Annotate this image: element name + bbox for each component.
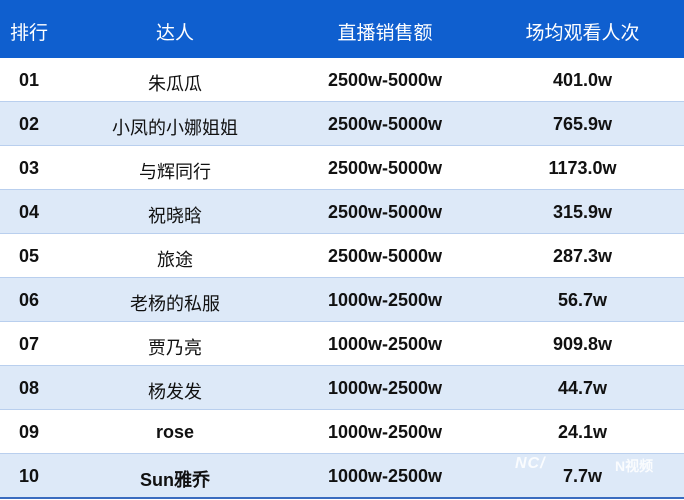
sales-cell: 1000w-2500w xyxy=(327,422,443,442)
name-cell: 朱瓜瓜 xyxy=(148,74,202,95)
table-row: 02 小凤的小娜姐姐 2500w-5000w 765.9w xyxy=(0,102,684,146)
views-cell: 56.7w xyxy=(557,290,608,310)
sales-cell: 2500w-5000w xyxy=(327,246,443,266)
views-cell: 1173.0w xyxy=(548,158,617,178)
sales-cell: 2500w-5000w xyxy=(327,114,443,134)
rank-cell: 06 xyxy=(19,290,40,310)
rank-cell: 07 xyxy=(19,334,40,354)
views-cell: 44.7w xyxy=(557,378,608,398)
rank-cell: 10 xyxy=(19,466,40,486)
rank-cell: 02 xyxy=(19,114,40,134)
table-row: 07 贾乃亮 1000w-2500w 909.8w xyxy=(0,322,684,366)
name-cell: 贾乃亮 xyxy=(148,338,202,359)
name-cell: Sun雅乔 xyxy=(140,470,210,490)
table-header: 排行 达人 直播销售额 场均观看人次 xyxy=(0,0,684,58)
table-row: 08 杨发发 1000w-2500w 44.7w xyxy=(0,366,684,410)
rank-cell: 01 xyxy=(19,70,40,90)
table-row: 03 与辉同行 2500w-5000w 1173.0w xyxy=(0,146,684,190)
header-name: 达人 xyxy=(155,23,194,44)
name-cell: 小凤的小娜姐姐 xyxy=(112,118,238,139)
table-row: 05 旅途 2500w-5000w 287.3w xyxy=(0,234,684,278)
table-row: 10 Sun雅乔 1000w-2500w 7.7w xyxy=(0,454,684,499)
views-cell: 24.1w xyxy=(557,422,608,442)
rank-cell: 03 xyxy=(19,158,40,178)
watermark-logo-2: N视频 xyxy=(615,458,654,474)
sales-cell: 1000w-2500w xyxy=(327,334,443,354)
views-cell: 7.7w xyxy=(562,466,603,486)
sales-cell: 2500w-5000w xyxy=(327,202,443,222)
table-row: 04 祝晓晗 2500w-5000w 315.9w xyxy=(0,190,684,234)
header-rank: 排行 xyxy=(10,23,49,44)
header-sales: 直播销售额 xyxy=(337,23,433,44)
views-cell: 909.8w xyxy=(552,334,613,354)
sales-cell: 1000w-2500w xyxy=(327,466,443,486)
sales-cell: 1000w-2500w xyxy=(327,378,443,398)
name-cell: rose xyxy=(155,422,195,442)
rank-cell: 08 xyxy=(19,378,40,398)
sales-cell: 2500w-5000w xyxy=(327,158,443,178)
sales-cell: 2500w-5000w xyxy=(327,70,443,90)
views-cell: 765.9w xyxy=(552,114,613,134)
table-row: 06 老杨的私服 1000w-2500w 56.7w xyxy=(0,278,684,322)
sales-cell: 1000w-2500w xyxy=(327,290,443,310)
table-row: 09 rose 1000w-2500w 24.1w xyxy=(0,410,684,454)
rank-cell: 05 xyxy=(19,246,40,266)
name-cell: 老杨的私服 xyxy=(130,294,220,315)
name-cell: 旅途 xyxy=(157,250,193,271)
views-cell: 315.9w xyxy=(552,202,613,222)
watermark-logo: NC/ xyxy=(515,455,546,472)
name-cell: 杨发发 xyxy=(148,382,202,403)
name-cell: 与辉同行 xyxy=(139,162,211,183)
views-cell: 287.3w xyxy=(552,246,613,266)
views-cell: 401.0w xyxy=(552,70,613,90)
name-cell: 祝晓晗 xyxy=(148,206,202,227)
rank-cell: 09 xyxy=(19,422,40,442)
header-views: 场均观看人次 xyxy=(525,23,640,44)
rank-cell: 04 xyxy=(19,202,40,222)
table-row: 01 朱瓜瓜 2500w-5000w 401.0w xyxy=(0,58,684,102)
